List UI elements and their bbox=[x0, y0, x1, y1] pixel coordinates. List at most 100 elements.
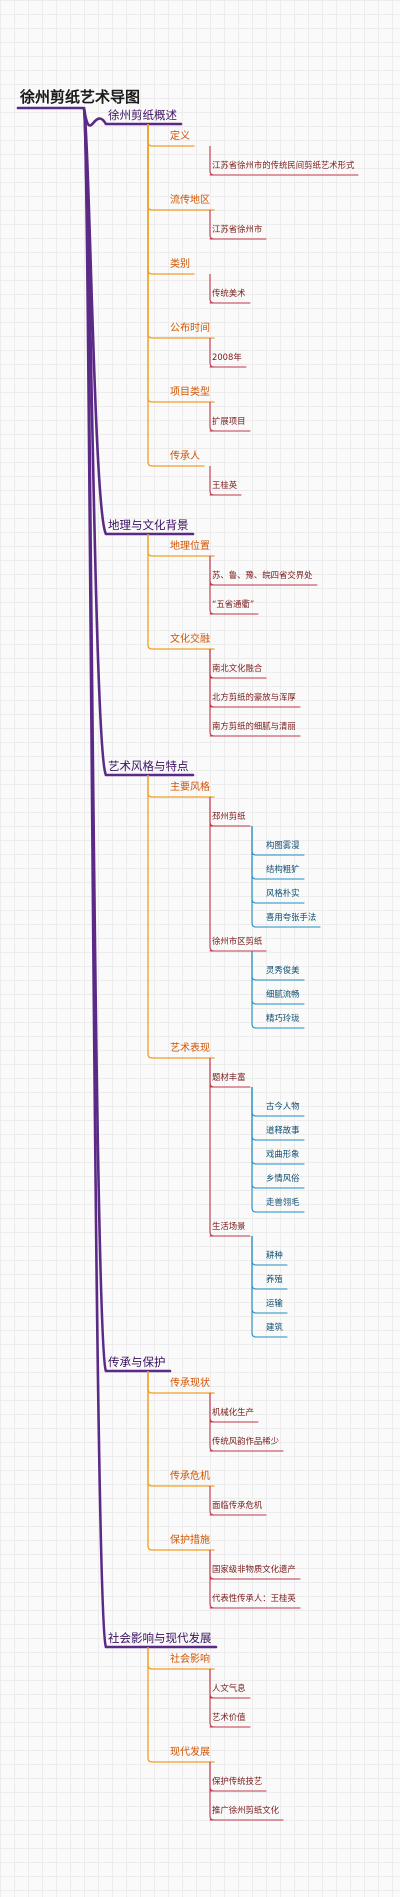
node-level-2[interactable]: 类别 bbox=[170, 259, 190, 270]
child-connector bbox=[251, 951, 264, 1005]
node-level-3[interactable]: 保护传统技艺 bbox=[212, 1776, 263, 1786]
node-level-2[interactable]: 艺术表现 bbox=[170, 1043, 210, 1054]
node-level-3[interactable]: 江苏省徐州市 bbox=[212, 224, 263, 234]
node-level-1[interactable]: 徐州剪纸概述 bbox=[108, 108, 177, 122]
child-connector bbox=[147, 124, 168, 403]
node-level-2[interactable]: 主要风格 bbox=[170, 782, 210, 793]
node-level-3[interactable]: 艺术价值 bbox=[212, 1712, 246, 1722]
node-level-1[interactable]: 艺术风格与特点 bbox=[108, 759, 189, 773]
node-level-4[interactable]: 风格朴实 bbox=[266, 888, 300, 898]
child-connector bbox=[251, 1236, 264, 1314]
node-level-4[interactable]: 细腻流畅 bbox=[266, 989, 300, 999]
branch-connector bbox=[82, 107, 108, 127]
node-level-4[interactable]: 喜用夸张手法 bbox=[266, 912, 317, 922]
root-title[interactable]: 徐州剪纸艺术导图 bbox=[20, 88, 141, 106]
node-level-3[interactable]: 人文气息 bbox=[212, 1683, 246, 1693]
child-connector bbox=[147, 124, 168, 467]
node-level-4[interactable]: 构图雾漫 bbox=[266, 840, 300, 850]
node-level-4[interactable]: 耕种 bbox=[266, 1250, 283, 1260]
node-level-4[interactable]: 走兽翎毛 bbox=[266, 1197, 300, 1207]
node-level-2[interactable]: 地理位置 bbox=[170, 541, 210, 552]
node-level-2[interactable]: 保护措施 bbox=[170, 1535, 210, 1546]
child-connector bbox=[209, 1486, 215, 1516]
child-connector bbox=[209, 338, 215, 368]
child-connector bbox=[251, 951, 264, 1029]
node-level-3[interactable]: 国家级非物质文化遗产 bbox=[212, 1564, 296, 1574]
child-connector bbox=[147, 534, 168, 557]
child-connector bbox=[209, 274, 215, 304]
node-level-3[interactable]: 苏、鲁、豫、皖四省交界处 bbox=[212, 570, 313, 580]
node-level-4[interactable]: 运输 bbox=[266, 1298, 283, 1308]
child-connector bbox=[251, 826, 264, 904]
node-level-3[interactable]: 推广徐州剪纸文化 bbox=[212, 1805, 279, 1815]
node-level-3[interactable]: 面临传承危机 bbox=[212, 1500, 263, 1510]
node-level-1[interactable]: 社会影响与现代发展 bbox=[108, 1631, 212, 1645]
child-connector bbox=[251, 951, 264, 981]
node-level-4[interactable]: 乡情风俗 bbox=[266, 1173, 300, 1183]
branch-connector bbox=[82, 107, 108, 1648]
child-connector bbox=[251, 826, 264, 928]
node-level-1[interactable]: 地理与文化背景 bbox=[108, 518, 189, 532]
node-level-3[interactable]: 南方剪纸的细腻与清丽 bbox=[212, 721, 296, 731]
node-level-2[interactable]: 传承人 bbox=[170, 451, 200, 462]
child-connector bbox=[147, 534, 168, 650]
node-level-2[interactable]: 公布时间 bbox=[170, 323, 210, 334]
node-level-4[interactable]: 养殖 bbox=[266, 1274, 283, 1284]
child-connector bbox=[209, 1762, 215, 1821]
node-level-2[interactable]: 现代发展 bbox=[170, 1747, 210, 1758]
child-connector bbox=[251, 1087, 264, 1213]
node-level-3[interactable]: 题材丰富 bbox=[212, 1072, 246, 1082]
child-connector bbox=[209, 210, 215, 240]
node-level-4[interactable]: 精巧玲珑 bbox=[266, 1013, 300, 1023]
node-level-3[interactable]: 机械化生产 bbox=[212, 1407, 254, 1417]
node-level-3[interactable]: 徐州市区剪纸 bbox=[212, 936, 263, 946]
node-level-4[interactable]: 道释故事 bbox=[266, 1125, 300, 1135]
node-level-2[interactable]: 流传地区 bbox=[170, 195, 210, 206]
node-level-3[interactable]: 北方剪纸的豪放与浑厚 bbox=[212, 692, 296, 702]
node-level-3[interactable]: 传统风韵作品稀少 bbox=[212, 1436, 279, 1446]
child-connector bbox=[147, 775, 168, 1059]
child-connector bbox=[147, 1647, 168, 1670]
node-level-4[interactable]: 结构粗犷 bbox=[266, 864, 300, 874]
node-level-3[interactable]: “五省通衢” bbox=[212, 599, 255, 609]
child-connector bbox=[251, 826, 264, 880]
child-connector bbox=[209, 146, 215, 176]
child-connector bbox=[209, 556, 215, 615]
node-level-2[interactable]: 社会影响 bbox=[170, 1654, 210, 1665]
node-level-3[interactable]: 代表性传承人：王桂英 bbox=[212, 1593, 296, 1603]
node-level-4[interactable]: 灵秀俊美 bbox=[266, 965, 300, 975]
node-level-2[interactable]: 传承危机 bbox=[170, 1471, 210, 1482]
child-connector bbox=[209, 466, 215, 496]
node-level-3[interactable]: 传统美术 bbox=[212, 288, 246, 298]
node-level-3[interactable]: 2008年 bbox=[212, 352, 242, 362]
child-connector bbox=[209, 649, 215, 737]
child-connector bbox=[251, 1236, 264, 1338]
node-level-3[interactable]: 江苏省徐州市的传统民间剪纸艺术形式 bbox=[212, 160, 355, 170]
node-level-3[interactable]: 生活场景 bbox=[212, 1221, 246, 1231]
child-connector bbox=[251, 1087, 264, 1117]
node-level-2[interactable]: 项目类型 bbox=[170, 387, 210, 398]
node-level-2[interactable]: 传承现状 bbox=[170, 1378, 210, 1389]
node-level-3[interactable]: 邳州剪纸 bbox=[212, 811, 246, 821]
child-connector bbox=[147, 1371, 168, 1551]
child-connector bbox=[147, 1371, 168, 1394]
child-connector bbox=[147, 1371, 168, 1487]
child-connector bbox=[147, 124, 168, 147]
node-level-2[interactable]: 文化交融 bbox=[170, 634, 210, 645]
child-connector bbox=[209, 1393, 215, 1452]
node-level-3[interactable]: 扩展项目 bbox=[212, 416, 246, 426]
node-level-4[interactable]: 戏曲形象 bbox=[266, 1149, 300, 1159]
node-level-4[interactable]: 古今人物 bbox=[266, 1101, 300, 1111]
child-connector bbox=[147, 775, 168, 798]
node-level-1[interactable]: 传承与保护 bbox=[108, 1355, 166, 1369]
node-level-4[interactable]: 建筑 bbox=[266, 1322, 283, 1332]
node-level-2[interactable]: 定义 bbox=[170, 131, 190, 142]
child-connector bbox=[251, 1236, 264, 1266]
node-level-3[interactable]: 王桂英 bbox=[212, 480, 238, 490]
child-connector bbox=[251, 1087, 264, 1141]
child-connector bbox=[251, 1236, 264, 1290]
child-connector bbox=[209, 402, 215, 432]
node-level-3[interactable]: 南北文化融合 bbox=[212, 663, 263, 673]
